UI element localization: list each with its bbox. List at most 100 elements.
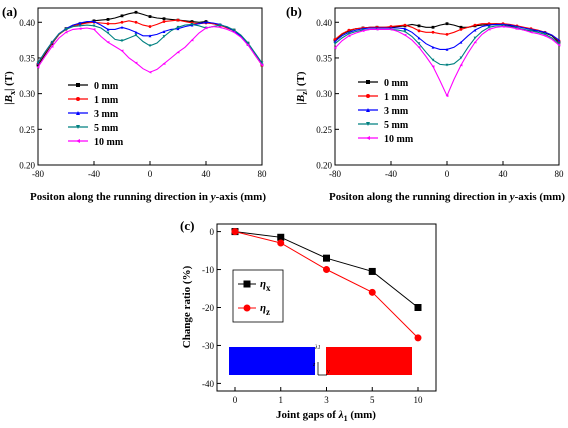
panel-c-y-ticks: 0 -10 -20 -30 -40 [202,227,221,389]
data-point [246,41,250,45]
series-line [37,26,263,73]
data-point [403,27,407,31]
data-point [277,233,285,241]
y-tick-label: 0.30 [316,89,332,99]
data-point [557,40,561,44]
data-point [431,25,435,29]
legend-label: 1 mm [384,92,409,103]
data-point [92,28,96,31]
data-point [176,25,180,29]
legend-label: ηz [260,302,270,317]
data-point [414,334,422,342]
legend-marker [243,304,251,312]
data-point [120,25,124,29]
legend-label: 10 mm [94,137,124,148]
data-point [487,23,491,27]
panel-b-legend: 0 mm 1 mm 3 mm 5 mm 10 mm [358,78,414,145]
inset-right-magnet [326,347,412,375]
y-tick-label: 0.40 [19,18,35,28]
data-point [445,94,449,98]
series-line [334,25,560,66]
data-point [134,30,138,34]
y-tick-label: -10 [202,265,214,275]
data-point [176,50,180,54]
legend-label: ηx [260,278,271,293]
data-point [120,20,124,24]
data-point [277,239,285,247]
series-line [334,23,560,42]
x-tick-label: 40 [499,169,509,179]
series-line [334,23,560,50]
data-point [36,63,40,67]
legend-marker [76,111,80,115]
data-point [368,267,376,275]
panel-a-y-ticks: 0.20 0.25 0.30 0.35 0.40 [19,18,42,171]
data-point [333,46,337,50]
data-point [148,44,152,48]
data-point [64,30,68,34]
y-tick-label: 0 [210,227,215,237]
data-point [246,43,250,47]
data-point [459,56,463,60]
panel-c-xlabel: Joint gaps of λ1 (mm) [276,409,376,423]
data-point [473,23,477,27]
data-point [78,21,82,25]
data-point [431,58,435,62]
legend-label: 5 mm [94,123,119,134]
data-point [445,47,449,51]
panel-b: (b) 0.20 0.25 0.30 0.35 0.40 -80 -40 0 40 80 0 m… [286,4,565,203]
data-point [473,40,477,44]
panel-c-legend: ηx ηz [232,269,284,323]
data-point [92,24,96,28]
panel-a-legend: 0 mm 1 mm 3 mm 5 mm 10 mm [68,81,124,148]
data-point [106,31,110,35]
legend-marker [243,280,251,288]
data-point [148,70,152,74]
data-point [473,28,477,32]
panel-a-ylabel: |Bx| (T) [3,71,17,105]
series-line [334,23,560,43]
data-point [543,33,547,36]
data-point [445,33,449,36]
panel-a-xlabel: Positon along the running direction in y… [30,191,266,203]
data-point [557,43,561,47]
y-tick-label: 0.35 [19,53,35,63]
x-tick-label: -80 [32,169,44,179]
data-point [347,32,351,36]
x-tick-label: -40 [88,169,100,179]
legend-label: 0 mm [384,78,409,89]
data-point [162,62,166,66]
data-point [361,28,365,32]
data-point [232,30,236,34]
inset-gap-label: λ1 [314,345,321,351]
data-point [515,26,519,30]
data-point [50,40,54,44]
x-tick-label: 80 [258,169,268,179]
panel-a-label: (a) [2,4,17,19]
y-tick-label: 0.40 [316,18,332,28]
data-point [487,25,491,29]
data-point [375,28,379,31]
data-point [487,28,491,31]
y-tick-label: -40 [202,379,214,389]
panel-a: (a) 0.20 0.25 0.30 0.35 0.40 -80 -40 0 40 80 0 m… [2,4,267,203]
data-point [323,266,330,274]
data-point [106,40,110,44]
data-point [106,22,110,26]
data-point [417,29,421,33]
data-point [50,45,54,48]
data-point [347,34,351,38]
legend-box [232,269,284,323]
panel-b-x-ticks: -80 -40 0 40 80 [329,161,564,179]
legend-marker [366,136,370,140]
data-point [501,24,505,28]
data-point [403,33,407,37]
data-point [543,34,547,38]
data-point [414,304,422,311]
legend-marker [76,83,80,87]
data-point [260,61,264,65]
x-tick-label: 1 [279,395,284,405]
data-point [92,20,96,23]
data-point [134,61,138,65]
